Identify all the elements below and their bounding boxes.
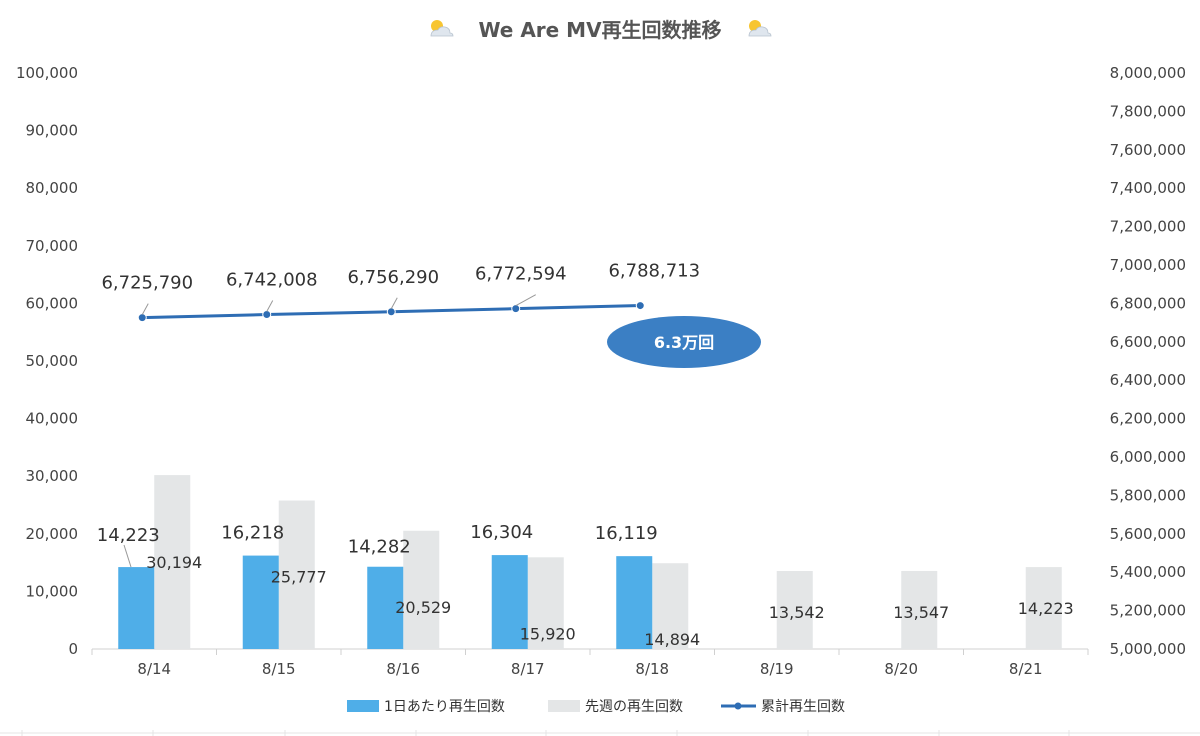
bar-previous-week bbox=[776, 570, 813, 649]
y-left-tick-label: 10,000 bbox=[26, 582, 79, 600]
x-tick-label: 8/17 bbox=[511, 660, 545, 678]
y-left-tick-label: 0 bbox=[68, 640, 78, 658]
y-right-tick-label: 7,200,000 bbox=[1110, 218, 1186, 236]
bars bbox=[118, 475, 1062, 649]
data-label-daily: 16,304 bbox=[470, 522, 533, 543]
y-left-tick-label: 60,000 bbox=[26, 294, 79, 312]
point-cumulative bbox=[511, 304, 521, 314]
bar-daily bbox=[616, 556, 653, 649]
x-tick-label: 8/19 bbox=[760, 660, 794, 678]
chart-title: We Are MV再生回数推移 bbox=[478, 18, 721, 42]
y-right-tick-label: 6,600,000 bbox=[1110, 333, 1186, 351]
bar-previous-week bbox=[278, 500, 315, 649]
annotation-bubble bbox=[607, 316, 761, 368]
data-label-cumulative: 6,756,290 bbox=[347, 267, 439, 288]
leader-line bbox=[266, 300, 274, 312]
y-left-tick-label: 50,000 bbox=[26, 352, 79, 370]
x-tick-label: 8/16 bbox=[386, 660, 420, 678]
data-label-previous-week: 14,894 bbox=[644, 630, 700, 649]
cumulative-line bbox=[137, 301, 645, 323]
y-axis-left: 0 10,000 20,000 30,000 40,000 50,000 60,000 70,… bbox=[16, 64, 78, 658]
y-left-tick-label: 30,000 bbox=[26, 467, 79, 485]
y-right-tick-label: 5,000,000 bbox=[1110, 640, 1186, 658]
y-right-tick-label: 7,600,000 bbox=[1110, 141, 1186, 159]
data-label-cumulative: 6,788,713 bbox=[608, 261, 700, 282]
legend-swatch-daily bbox=[347, 700, 379, 712]
data-label-cumulative: 6,742,008 bbox=[226, 270, 318, 291]
data-label-previous-week: 25,777 bbox=[271, 568, 327, 587]
data-label-previous-week: 15,920 bbox=[520, 624, 576, 643]
leader-line bbox=[123, 544, 132, 568]
data-label-daily: 14,282 bbox=[348, 537, 411, 558]
x-tick-label: 8/21 bbox=[1009, 660, 1043, 678]
bar-previous-week bbox=[527, 557, 564, 649]
y-axis-right: 5,000,000 5,200,000 5,400,000 5,600,000 5,80… bbox=[1110, 64, 1186, 658]
y-right-tick-label: 7,400,000 bbox=[1110, 179, 1186, 197]
bar-previous-week bbox=[652, 563, 689, 649]
y-right-tick-label: 5,400,000 bbox=[1110, 563, 1186, 581]
data-label-daily: 16,218 bbox=[221, 523, 284, 544]
sun-cloud-icon bbox=[430, 20, 454, 37]
annotation-text: 6.3万回 bbox=[654, 333, 714, 352]
y-left-tick-label: 40,000 bbox=[26, 410, 79, 428]
data-label-previous-week: 13,547 bbox=[893, 603, 949, 622]
bar-daily bbox=[242, 555, 279, 649]
legend-label-previous-week: 先週の再生回数 bbox=[585, 699, 683, 715]
legend-swatch-previous-week bbox=[548, 700, 580, 712]
bar-previous-week bbox=[901, 570, 938, 649]
data-label-previous-week: 14,223 bbox=[1018, 599, 1074, 618]
x-tick-label: 8/15 bbox=[262, 660, 296, 678]
y-right-tick-label: 7,000,000 bbox=[1110, 256, 1186, 274]
frame-bottom bbox=[0, 730, 1200, 736]
x-tick-label: 8/18 bbox=[635, 660, 669, 678]
leader-line bbox=[515, 294, 536, 307]
y-left-tick-label: 100,000 bbox=[16, 64, 78, 82]
legend-label-cumulative: 累計再生回数 bbox=[761, 699, 845, 715]
x-axis: 8/14 8/15 8/16 8/17 8/18 8/19 8/20 8/21 bbox=[91, 648, 1089, 678]
point-cumulative bbox=[635, 301, 645, 311]
y-right-tick-label: 5,200,000 bbox=[1110, 602, 1186, 620]
chart-title-group: We Are MV再生回数推移 bbox=[430, 18, 772, 42]
bar-daily bbox=[367, 566, 404, 649]
y-right-tick-label: 8,000,000 bbox=[1110, 64, 1186, 82]
x-tick-label: 8/14 bbox=[137, 660, 171, 678]
y-right-tick-label: 6,400,000 bbox=[1110, 371, 1186, 389]
y-left-tick-label: 80,000 bbox=[26, 179, 79, 197]
y-right-tick-label: 6,200,000 bbox=[1110, 410, 1186, 428]
y-right-tick-label: 6,000,000 bbox=[1110, 448, 1186, 466]
y-right-tick-label: 7,800,000 bbox=[1110, 102, 1186, 120]
legend: 1日あたり再生回数 先週の再生回数 累計再生回数 bbox=[347, 699, 845, 715]
annotation: 6.3万回 bbox=[607, 316, 761, 368]
y-right-tick-label: 5,800,000 bbox=[1110, 486, 1186, 504]
y-left-tick-label: 20,000 bbox=[26, 525, 79, 543]
x-tick-label: 8/20 bbox=[884, 660, 918, 678]
point-cumulative bbox=[386, 307, 396, 317]
data-label-daily: 14,223 bbox=[97, 525, 160, 546]
bar-previous-week bbox=[1025, 567, 1062, 649]
y-left-tick-label: 70,000 bbox=[26, 237, 79, 255]
point-cumulative bbox=[137, 313, 147, 323]
legend-marker-cumulative bbox=[734, 702, 742, 710]
data-label-previous-week: 13,542 bbox=[769, 603, 825, 622]
data-label-cumulative: 6,725,790 bbox=[101, 273, 193, 294]
bar-daily bbox=[118, 567, 155, 649]
point-cumulative bbox=[262, 310, 272, 320]
y-right-tick-label: 6,800,000 bbox=[1110, 294, 1186, 312]
sun-cloud-icon bbox=[748, 20, 772, 37]
data-label-cumulative: 6,772,594 bbox=[475, 264, 567, 285]
y-left-tick-label: 90,000 bbox=[26, 122, 79, 140]
bar-previous-week bbox=[403, 530, 440, 649]
y-right-tick-label: 5,600,000 bbox=[1110, 525, 1186, 543]
data-label-daily: 16,119 bbox=[595, 523, 658, 544]
leader-line bbox=[390, 297, 398, 310]
data-label-previous-week: 30,194 bbox=[146, 553, 202, 572]
legend-label-daily: 1日あたり再生回数 bbox=[384, 699, 505, 715]
leader-line bbox=[141, 303, 149, 315]
bar-previous-week bbox=[154, 475, 191, 649]
bar-daily bbox=[491, 555, 528, 649]
data-labels: 30,194 25,777 20,529 15,920 14,894 13,542 13,5… bbox=[97, 261, 1074, 650]
data-label-previous-week: 20,529 bbox=[395, 598, 451, 617]
